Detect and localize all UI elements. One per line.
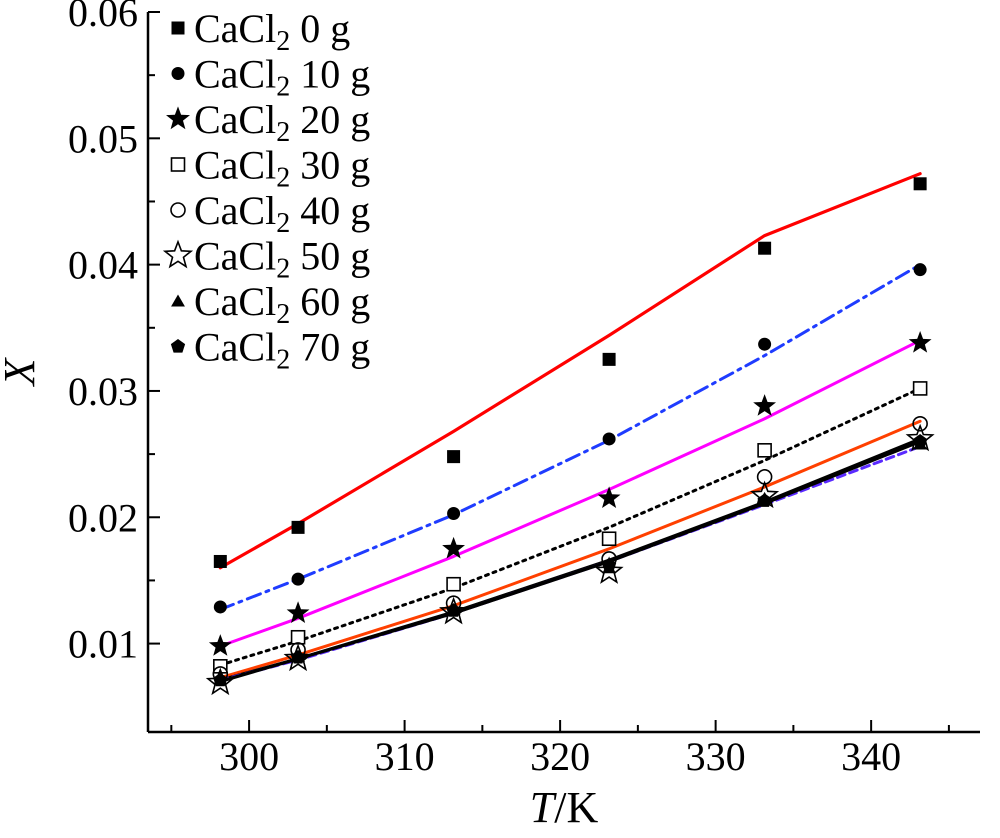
legend-marker-2 (166, 106, 190, 130)
legend-marker-0 (171, 21, 185, 35)
x-axis-title-symbol: T (530, 783, 558, 832)
data-point-s7-3 (601, 557, 617, 572)
data-point-s3-3 (601, 531, 617, 547)
legend-label-1: CaCl2 10 g (194, 52, 370, 103)
data-point-s2-5 (908, 330, 932, 353)
y-tick-label-2: 0.03 (68, 369, 138, 414)
data-point-s5-1 (283, 643, 313, 672)
legend-label-2: CaCl2 20 g (194, 97, 370, 148)
data-point-s7-2 (446, 603, 461, 617)
data-point-s7-0 (213, 672, 228, 687)
legend-marker-4 (170, 202, 186, 218)
fit-lines (218, 172, 922, 684)
data-point-s0-1 (291, 520, 305, 534)
legend-label-7: CaCl2 70 g (194, 325, 370, 376)
data-points (205, 177, 935, 696)
data-point-s5-3 (594, 556, 624, 584)
data-point-s3-4 (757, 443, 772, 458)
fit-line-7 (218, 439, 922, 684)
data-point-s1-4 (758, 337, 772, 351)
data-point-s7-5 (912, 433, 928, 448)
x-tick-label-1: 310 (375, 734, 435, 779)
data-point-s1-1 (291, 572, 305, 586)
y-tick-label-3: 0.04 (68, 243, 138, 288)
legend-label-0: CaCl2 0 g (194, 6, 350, 57)
legend-marker-5 (162, 239, 194, 269)
fit-line-2 (218, 338, 922, 648)
data-point-s1-0 (213, 600, 227, 614)
data-point-s0-4 (758, 241, 772, 255)
fit-line-3 (218, 386, 922, 667)
data-point-s2-3 (597, 486, 621, 509)
data-point-s7-4 (757, 493, 772, 507)
data-point-s1-2 (447, 506, 461, 520)
x-tick-label-2: 320 (530, 734, 590, 779)
legend-marker-3 (170, 157, 186, 172)
data-point-s2-0 (208, 634, 232, 656)
axes: 300 310 320 330 340 0.01 0.02 0.03 0.04 0.05 0.06 (68, 0, 980, 779)
data-point-s2-4 (753, 394, 777, 416)
x-axis-title: T/K (530, 783, 599, 832)
fit-line-1 (218, 263, 922, 611)
data-point-s0-0 (213, 554, 227, 568)
fit-line-4 (218, 419, 922, 680)
legend-label-5: CaCl2 50 g (194, 234, 370, 285)
data-point-s3-1 (290, 629, 306, 645)
y-axis-title: X (0, 356, 44, 387)
data-point-s3-2 (446, 576, 461, 592)
legend-marker-6 (171, 294, 185, 307)
data-point-s1-5 (913, 263, 927, 277)
fit-line-0 (218, 172, 922, 570)
x-tick-label-0: 300 (219, 734, 279, 779)
data-point-s5-0 (205, 667, 235, 696)
data-point-s4-5 (912, 415, 928, 432)
legend-marker-7 (170, 339, 186, 353)
y-tick-label-1: 0.02 (68, 495, 138, 540)
legend-label-4: CaCl2 40 g (194, 188, 370, 239)
legend-label-6: CaCl2 60 g (194, 279, 370, 330)
data-point-s2-1 (286, 601, 310, 623)
x-tick-label-4: 340 (841, 734, 901, 779)
legend-label-3: CaCl2 30 g (194, 143, 370, 194)
legend-marker-1 (171, 67, 185, 80)
data-point-s5-2 (439, 596, 469, 625)
data-point-s0-2 (447, 450, 461, 464)
data-point-s3-5 (912, 381, 928, 396)
y-tick-label-0: 0.01 (68, 622, 138, 667)
x-tick-label-3: 330 (686, 734, 746, 779)
data-point-s2-2 (442, 536, 465, 559)
data-point-s1-3 (602, 432, 616, 446)
data-point-s7-1 (290, 649, 306, 664)
data-point-s0-3 (602, 352, 616, 366)
fit-line-5 (218, 437, 922, 682)
x-axis-title-unit: /K (554, 783, 598, 832)
y-tick-label-4: 0.05 (68, 116, 138, 161)
data-point-s0-5 (913, 177, 927, 191)
y-tick-label-5: 0.06 (68, 0, 138, 35)
